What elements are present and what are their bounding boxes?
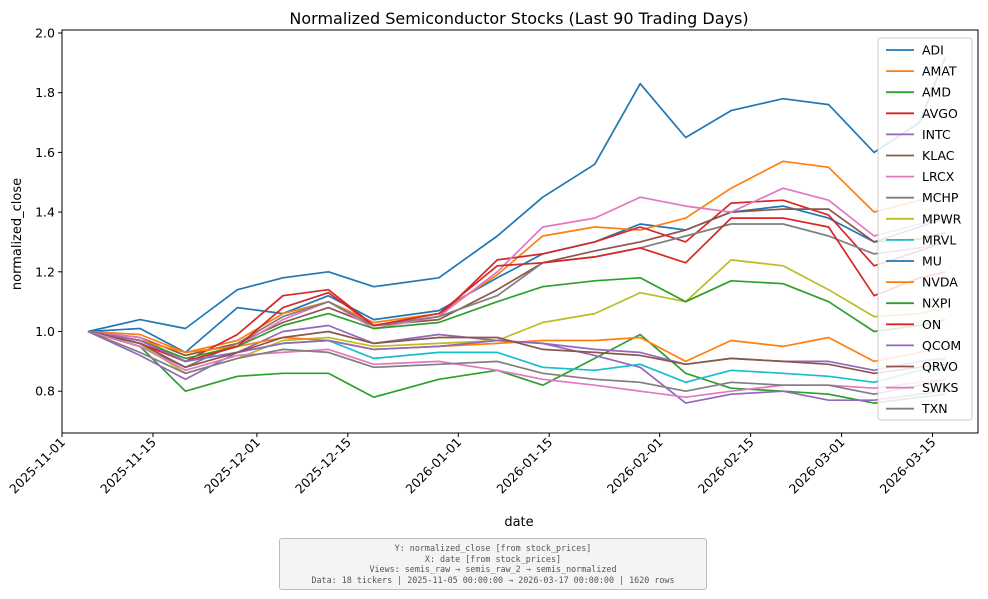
legend-label-mu: MU [922,254,942,269]
plot-frame [61,29,979,434]
footer-line-data: Data: 18 tickers | 2025-11-05 00:00:00 →… [311,574,675,585]
series-line-qrvo [87,330,946,375]
y-tick-label: 1.6 [35,145,55,160]
y-tick-label: 1.2 [35,264,55,279]
legend-label-swks: SWKS [922,380,958,395]
x-tick-label: 2025-12-15 [292,435,354,497]
legend-label-amd: AMD [922,85,951,100]
x-tick-label: 2025-11-01 [6,435,68,497]
footer-line-views: Views: semis_raw → semis_raw_2 → semis_n… [369,564,617,574]
x-tick-label: 2026-01-01 [402,435,464,497]
series-line-amat [87,160,946,354]
legend-label-mpwr: MPWR [922,211,962,226]
series-line-amd [87,330,946,404]
legend-label-adi: ADI [922,43,944,58]
x-axis-label: date [504,515,533,530]
legend-label-txn: TXN [921,401,948,416]
legend-label-nvda: NVDA [922,275,958,290]
x-tick-label: 2026-01-15 [493,435,555,497]
x-tick-label: 2025-11-15 [97,435,159,497]
y-tick-label: 1.8 [35,85,55,100]
y-axis-label: normalized_close [10,178,25,290]
chart-title: Normalized Semiconductor Stocks (Last 90… [289,9,748,28]
legend-label-qcom: QCOM [922,338,961,353]
legend-label-avgo: AVGO [922,106,958,121]
x-tick-label: 2026-03-15 [877,435,939,497]
legend-label-mchp: MCHP [922,190,959,205]
query-info-box: Y: normalized_close [from stock_prices] … [279,538,707,590]
y-tick-label: 2.0 [35,25,55,40]
legend-label-on: ON [922,317,941,332]
x-tick-label: 2025-12-01 [201,435,263,497]
x-tick-label: 2026-03-01 [786,435,848,497]
y-tick-label: 1.0 [35,324,55,339]
x-axis: 2025-11-01 2025-11-15 2025-12-01 2025-12-15… [6,433,939,496]
series-line-nvda [87,330,946,363]
series-line-mu [87,56,947,333]
legend-label-intc: INTC [922,127,951,142]
series-line-on [87,217,946,363]
series-line-avgo [87,199,946,363]
legend-label-nxpi: NXPI [922,296,951,311]
legend-label-amat: AMAT [922,64,957,79]
series-line-nxpi [87,276,946,360]
legend-label-mrvl: MRVL [922,232,956,247]
x-tick-label: 2026-02-01 [604,435,666,497]
legend-label-qrvo: QRVO [922,359,958,374]
x-tick-label: 2026-02-15 [695,435,757,497]
legend: ADI AMAT AMD AVGO INTC KLAC LRCX MCHP MPWR MRVL MU… [877,37,973,421]
legend-label-klac: KLAC [922,148,955,163]
y-tick-label: 1.4 [35,205,55,220]
y-tick-label: 0.8 [35,384,55,399]
series-line-adi [87,205,946,354]
y-axis: 0.8 1.0 1.2 1.4 1.6 1.8 2.0 [35,25,62,399]
footer-line-x: X: date [from stock_prices] [424,553,562,564]
series-layer [87,56,947,404]
series-line-txn [87,330,946,396]
footer-line-y: Y: normalized_close [from stock_prices] [394,543,592,553]
legend-label-lrcx: LRCX [922,169,955,184]
